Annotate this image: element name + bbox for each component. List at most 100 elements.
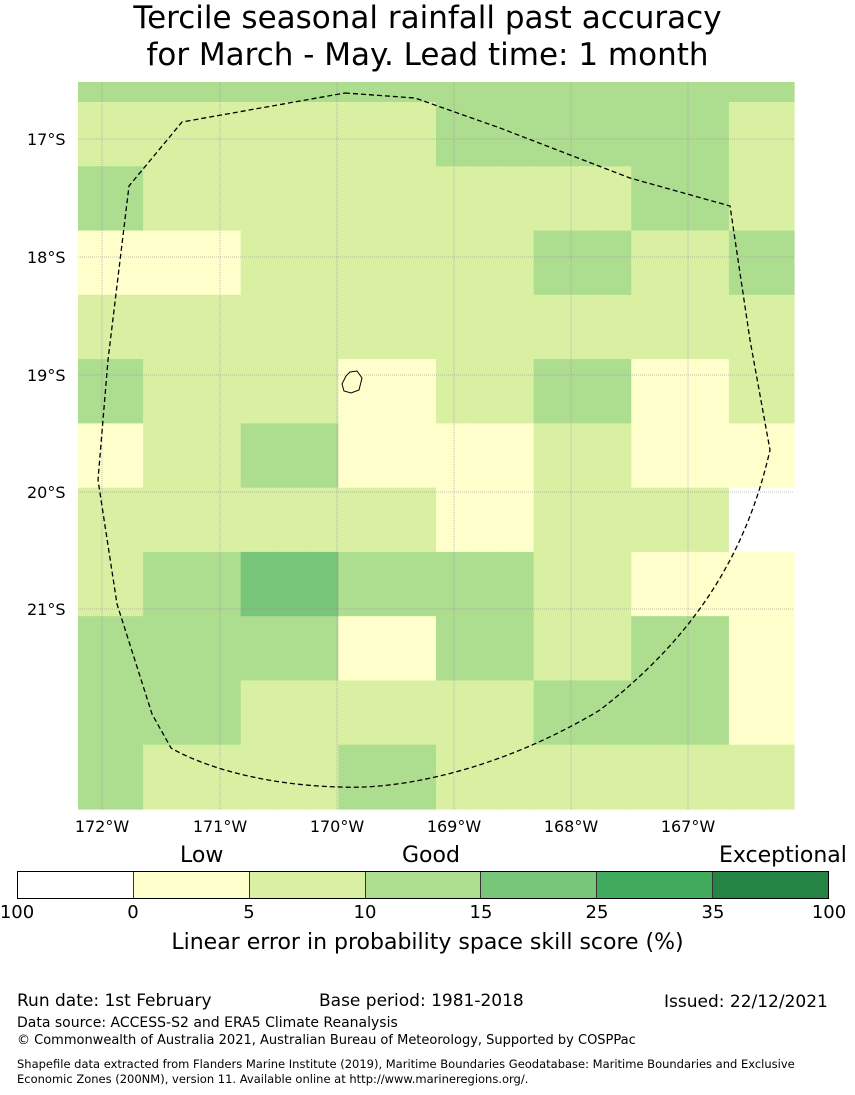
map-cell [273,294,307,360]
map-cell [663,359,697,424]
title-line-2: for March - May. Lead time: 1 month [146,37,709,73]
map-cell [305,102,339,167]
map-cell [208,744,242,810]
map-cell [78,744,112,810]
chart-title: Tercile seasonal rainfall past accuracy … [0,0,855,74]
map-cell [501,551,535,617]
map-cell [273,680,307,746]
map-cell [761,166,795,232]
map-cell [533,230,567,296]
map-cell [566,359,600,424]
map-cell [468,744,502,810]
map-cell [728,616,763,682]
map-cell [305,230,339,296]
map-cell [696,744,730,810]
map-cell [533,294,567,360]
lat-label-18s: 18°S [27,248,66,267]
map-cell [338,551,372,617]
map-cell [566,423,600,489]
map-cell [110,551,144,617]
map-cell [696,82,730,103]
map-cell [175,82,209,103]
category-exceptional: Exceptional [719,843,847,868]
map-cell [240,744,274,810]
map-cell [208,230,242,296]
map-cell [110,423,144,489]
map-cell [598,230,632,296]
map-cell [533,616,567,682]
map-cell [175,551,209,617]
map-cell [533,487,567,553]
map-cell [110,359,144,424]
map-cell [761,294,795,360]
run-date: Run date: 1st February [17,991,212,1011]
map-cell [436,744,470,810]
map-cell [501,82,535,103]
map-cell [468,230,502,296]
map-cell [143,487,177,553]
lon-label-171w: 171°W [192,817,248,836]
map-cell [338,744,372,810]
map-cell [566,230,600,296]
map-cell [370,551,405,617]
map-cell [208,487,242,553]
map-cell [598,294,632,360]
map-cell [305,82,339,103]
map-cell [403,359,437,424]
colorbar-segment-10-15 [365,872,482,898]
map-cell [403,423,437,489]
map-cell [436,616,470,682]
map-cell [305,616,339,682]
map-cell [370,487,405,553]
colorbar-segment-15-25 [481,872,598,898]
lon-label-167w: 167°W [660,817,716,836]
map-cell [566,551,600,617]
map-cell [305,487,339,553]
map-cell [533,680,567,746]
map-cell [403,166,437,232]
map-cell [305,680,339,746]
map-cell [566,487,600,553]
map-cell [110,230,144,296]
map-cell [631,487,665,553]
map-cell [598,102,632,167]
colorbar-segment-25-35 [597,872,714,898]
map-cell [143,102,177,167]
map-cell [175,102,209,167]
map-cell [533,102,567,167]
map-cell [761,744,795,810]
colorbar [17,871,829,899]
map-cell [663,166,697,232]
map-cell [240,616,274,682]
map-cell [631,423,665,489]
map-cell [370,359,405,424]
map-cell [78,82,112,103]
map-cell [436,423,470,489]
map-cell [501,744,535,810]
map-cell [631,230,665,296]
map-cell [436,680,470,746]
map-cell [78,423,112,489]
lat-label-17s: 17°S [27,130,66,149]
map-cell [696,616,730,682]
tick-label: 15 [469,902,493,923]
map-cell [761,551,795,617]
map-cell [143,166,177,232]
map-cell [631,82,665,103]
map-cell [208,616,242,682]
map-cell [663,102,697,167]
map-cell [761,487,795,553]
map-cell [598,82,632,103]
map-cell [436,102,470,167]
base-period: Base period: 1981-2018 [319,991,524,1011]
map-cell [305,166,339,232]
title-line-1: Tercile seasonal rainfall past accuracy [133,0,722,36]
map-cell [338,423,372,489]
tick-label: 5 [243,902,255,923]
map-cell [436,551,470,617]
map-cell [533,551,567,617]
map-cell [631,294,665,360]
map-cell [566,744,600,810]
map-cell [761,230,795,296]
map-cell [501,616,535,682]
